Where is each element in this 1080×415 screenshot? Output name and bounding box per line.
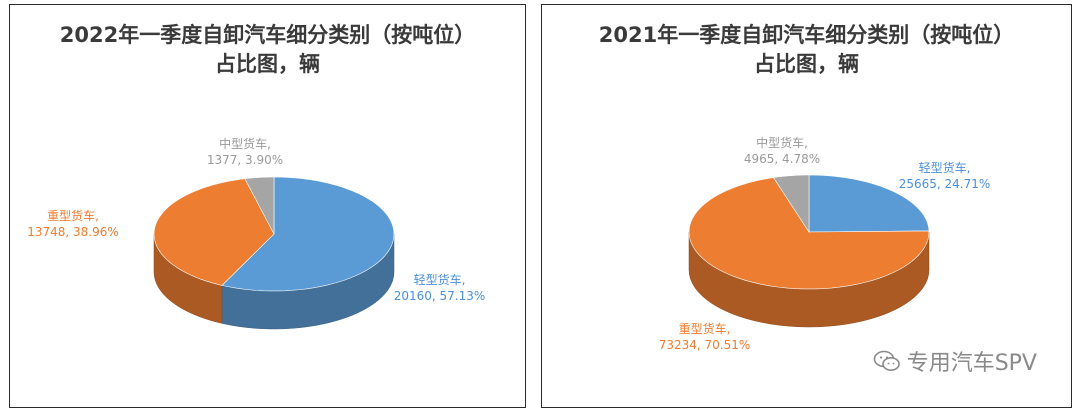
chart-title-line-2: 占比图，辆 [754, 52, 859, 76]
pie-slice-重型货车 [688, 177, 930, 290]
pie-chart [688, 174, 930, 328]
pie-slice-中型货车 [244, 176, 275, 235]
chart-panel-2021: 2021年一季度自卸汽车细分类别（按吨位） 占比图，辆 中型货车, 4965, … [541, 4, 1072, 408]
slice-label-light: 轻型货车, 20160, 57.13% [382, 272, 497, 304]
pie-slice-中型货车 [772, 174, 810, 234]
watermark: 专用汽车SPV [873, 345, 1037, 377]
slice-label-heavy: 重型货车, 73234, 70.51% [647, 321, 762, 353]
slice-label-value: 73234, 70.51% [658, 338, 751, 352]
pie-slice-轻型货车 [221, 176, 395, 292]
watermark-text: 专用汽车SPV [906, 351, 1037, 376]
chart-title-line-2: 占比图，辆 [215, 52, 320, 76]
chart-title-line-1: 2021年一季度自卸汽车细分类别（按吨位） [598, 23, 1015, 47]
slice-label-value: 13748, 38.96% [27, 225, 119, 239]
pie-slice-重型货车 [153, 178, 275, 286]
pie-chart [153, 176, 395, 330]
slice-label-light: 轻型货车, 25665, 24.71% [887, 160, 1002, 192]
slice-label-name: 轻型货车, [413, 273, 466, 287]
slice-label-value: 1377, 3.90% [206, 153, 284, 167]
slice-label-value: 20160, 57.13% [393, 289, 486, 303]
slice-label-value: 25665, 24.71% [898, 177, 991, 191]
chart-panel-2022: 2022年一季度自卸汽车细分类别（按吨位） 占比图，辆 中型货车, 1377, … [9, 4, 526, 408]
slice-label-value: 4965, 4.78% [743, 152, 821, 166]
slice-label-medium: 中型货车, 4965, 4.78% [727, 135, 837, 167]
pie-slice-轻型货车 [808, 174, 930, 233]
pie-top [153, 176, 395, 292]
pie-top [688, 174, 930, 290]
slice-label-name: 轻型货车, [918, 161, 971, 175]
chart-title-line-1: 2022年一季度自卸汽车细分类别（按吨位） [59, 23, 476, 47]
slice-label-medium: 中型货车, 1377, 3.90% [190, 136, 300, 168]
slice-label-name: 中型货车, [756, 136, 808, 150]
slice-label-name: 重型货车, [678, 322, 731, 336]
slice-label-name: 重型货车, [47, 209, 99, 223]
slice-label-name: 中型货车, [219, 137, 271, 151]
slice-label-heavy: 重型货车, 13748, 38.96% [18, 208, 128, 240]
wechat-icon [873, 350, 900, 371]
chart-title: 2022年一季度自卸汽车细分类别（按吨位） 占比图，辆 [10, 21, 525, 79]
chart-title: 2021年一季度自卸汽车细分类别（按吨位） 占比图，辆 [542, 21, 1071, 79]
